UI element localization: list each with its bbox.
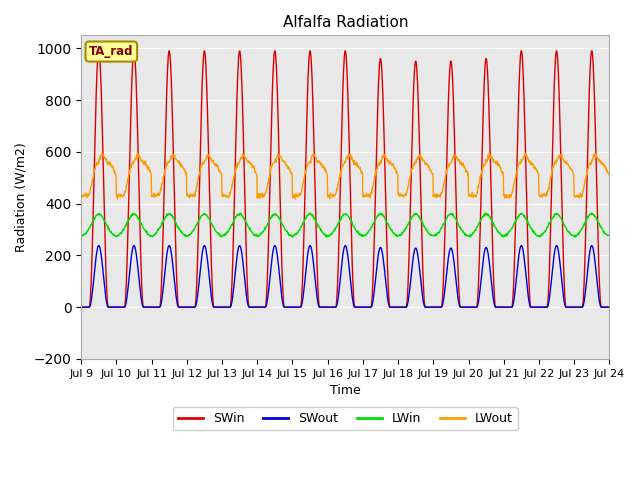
LWin — [605, 233, 613, 239]
LWin — [571, 234, 579, 240]
X-axis label: Time: Time — [330, 384, 360, 397]
Line: LWout: LWout — [81, 154, 609, 199]
LWout — [77, 192, 85, 198]
LWin — [195, 218, 202, 224]
SWin — [605, 304, 613, 310]
SWout — [496, 304, 504, 310]
Line: SWin: SWin — [81, 51, 609, 307]
SWin — [182, 304, 190, 310]
LWin — [427, 231, 435, 237]
LWin — [253, 234, 261, 240]
LWout — [182, 171, 190, 177]
Line: SWout: SWout — [81, 246, 609, 307]
LWout — [254, 194, 262, 200]
Line: LWin: LWin — [81, 213, 609, 237]
SWin — [95, 48, 102, 54]
Text: TA_rad: TA_rad — [89, 45, 134, 58]
LWin — [182, 234, 189, 240]
LWout — [543, 192, 551, 197]
SWout — [605, 304, 613, 310]
SWin — [254, 304, 262, 310]
LWin — [496, 230, 504, 236]
SWout — [95, 243, 102, 249]
SWout — [182, 304, 190, 310]
LWout — [98, 151, 106, 156]
SWin — [77, 304, 85, 310]
SWin — [496, 304, 504, 310]
LWout — [605, 172, 613, 178]
LWout — [292, 196, 300, 202]
Title: Alfalfa Radiation: Alfalfa Radiation — [282, 15, 408, 30]
SWin — [428, 304, 435, 310]
LWin — [543, 227, 550, 232]
SWin — [543, 304, 550, 310]
SWout — [254, 304, 262, 310]
SWout — [543, 304, 550, 310]
SWout — [77, 304, 85, 310]
LWin — [588, 210, 596, 216]
SWout — [195, 281, 203, 287]
Y-axis label: Radiation (W/m2): Radiation (W/m2) — [15, 142, 28, 252]
LWout — [195, 173, 203, 179]
LWout — [428, 170, 435, 176]
LWout — [497, 164, 504, 170]
LWin — [77, 233, 85, 239]
SWout — [428, 304, 435, 310]
Legend: SWin, SWout, LWin, LWout: SWin, SWout, LWin, LWout — [173, 407, 518, 430]
SWin — [195, 207, 203, 213]
